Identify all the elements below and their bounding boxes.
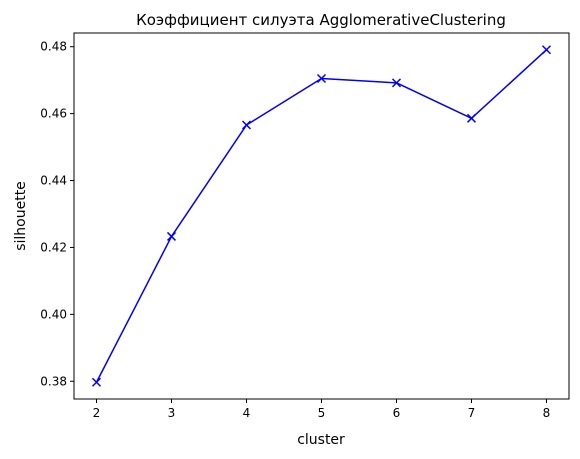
x-tick-label: 2 xyxy=(93,406,101,420)
data-point-marker xyxy=(316,73,327,84)
x-tick-label: 8 xyxy=(543,406,551,420)
data-point-marker xyxy=(466,113,477,123)
data-point-marker xyxy=(241,120,252,130)
ticks-layer: 2 3 4 5 6 7 8 0.38 0.40 0.42 0.44 0.46 0.48 xyxy=(40,40,550,420)
y-axis-label: silhouette xyxy=(13,181,29,251)
series-layer xyxy=(91,45,552,387)
data-point-marker xyxy=(391,78,402,88)
y-tick-label: 0.40 xyxy=(40,307,67,321)
y-tick-label: 0.44 xyxy=(40,174,67,188)
series-line xyxy=(95,49,548,383)
data-point-marker xyxy=(166,231,177,241)
data-point-marker xyxy=(541,45,552,55)
y-tick-label: 0.42 xyxy=(40,240,67,254)
x-tick-label: 7 xyxy=(468,406,476,420)
x-tick-label: 5 xyxy=(318,406,326,420)
y-tick-label: 0.48 xyxy=(40,40,67,54)
y-tick-label: 0.38 xyxy=(40,374,67,388)
data-point-marker xyxy=(91,377,102,387)
x-axis-label: cluster xyxy=(297,432,345,448)
x-tick-label: 6 xyxy=(393,406,401,420)
plot-frame xyxy=(73,32,570,400)
chart-title: Коэффициент силуэта AgglomerativeCluster… xyxy=(136,11,506,29)
x-tick-label: 3 xyxy=(168,406,176,420)
x-tick-label: 4 xyxy=(243,406,251,420)
y-tick-label: 0.46 xyxy=(40,107,67,121)
